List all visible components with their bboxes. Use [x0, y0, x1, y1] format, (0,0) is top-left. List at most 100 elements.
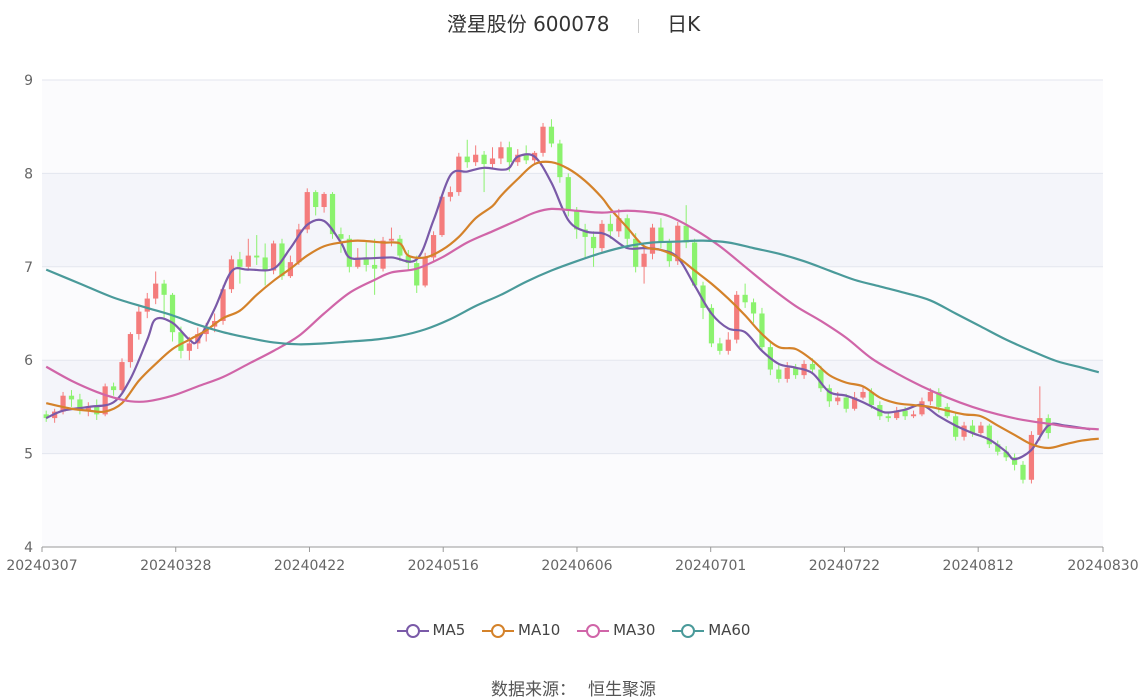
- x-tick-label: 20240516: [408, 558, 479, 574]
- candle-body: [430, 235, 437, 258]
- candle-body: [969, 425, 976, 434]
- candle-body: [826, 388, 832, 402]
- legend-marker-ma30: [577, 623, 610, 638]
- candle-body: [565, 177, 571, 211]
- candle-body: [85, 406, 91, 411]
- candle-body: [119, 362, 125, 391]
- plot-band: [42, 80, 1103, 174]
- y-tick-label: 6: [24, 353, 33, 369]
- legend-item-ma5[interactable]: MA5: [396, 621, 465, 639]
- y-tick-label: 8: [24, 166, 33, 182]
- candle-body: [245, 255, 251, 267]
- candle-body: [43, 414, 49, 419]
- candle-body: [220, 289, 226, 321]
- candle-body: [818, 369, 824, 389]
- candle-body: [321, 193, 327, 208]
- candle-body: [414, 263, 420, 286]
- candle-body: [750, 302, 757, 314]
- candle-body: [68, 395, 75, 400]
- data-source: 数据来源： 恒生聚源: [0, 675, 1147, 700]
- candle-body: [557, 143, 563, 178]
- candle-body: [616, 218, 622, 232]
- x-tick-label: 20240812: [943, 558, 1014, 574]
- series-line-ma10: [45, 160, 1099, 450]
- candle-body: [169, 294, 176, 333]
- candle-body: [675, 225, 681, 262]
- candle-body: [868, 391, 875, 406]
- candle-body: [717, 343, 723, 351]
- x-tick-label: 20240307: [6, 558, 77, 574]
- candle-body: [464, 156, 470, 163]
- y-tick-label: 4: [24, 540, 33, 556]
- candle-body: [313, 192, 319, 208]
- candle-body: [742, 294, 748, 303]
- candle-body: [1011, 457, 1018, 465]
- candle-body: [195, 334, 201, 344]
- candle-body: [237, 259, 243, 267]
- series-line-ma60: [45, 239, 1100, 374]
- candle-body: [144, 298, 150, 312]
- x-tick-label: 20240722: [809, 558, 880, 574]
- candle-body: [178, 332, 184, 351]
- plot-band: [42, 453, 1103, 547]
- candle-body: [372, 264, 378, 269]
- legend-item-ma10[interactable]: MA10: [482, 621, 560, 639]
- candle-body: [708, 307, 715, 344]
- candle-body: [473, 154, 479, 163]
- legend[interactable]: MA5 MA10 MA30 MA60: [0, 621, 1147, 639]
- candle-body: [388, 238, 395, 241]
- candle-body: [860, 391, 866, 398]
- legend-item-ma30[interactable]: MA30: [577, 621, 655, 639]
- candle-body: [304, 192, 310, 230]
- candle-body: [405, 255, 411, 264]
- candle-body: [363, 257, 369, 265]
- candle-body: [995, 444, 1001, 452]
- candle-body: [102, 386, 108, 415]
- legend-item-ma60[interactable]: MA60: [672, 621, 750, 639]
- candle-body: [380, 240, 386, 269]
- title-divider: [637, 18, 639, 33]
- legend-marker-ma5: [396, 623, 429, 638]
- candle-body: [843, 397, 849, 409]
- candle-body: [649, 227, 656, 254]
- candle-body: [397, 238, 403, 256]
- plot-band: [42, 360, 1103, 454]
- candle-body: [422, 257, 428, 286]
- candle-body: [355, 257, 361, 267]
- candle-body: [481, 154, 487, 165]
- candle-body: [759, 313, 765, 348]
- candle-body: [658, 227, 664, 243]
- candle-body: [776, 369, 782, 379]
- candle-body: [1020, 464, 1026, 480]
- candle-body: [590, 236, 597, 249]
- source-provider: 恒生聚源: [588, 680, 656, 700]
- candle-body: [986, 425, 992, 445]
- candle-body: [902, 410, 908, 417]
- legend-marker-ma60: [672, 623, 705, 638]
- candle-body: [809, 363, 816, 370]
- chart-title: 澄星股份 600078 日K: [0, 8, 1147, 37]
- candle-body: [153, 283, 159, 299]
- candle-body: [540, 126, 546, 153]
- candle-body: [910, 414, 917, 417]
- candle-body: [506, 147, 512, 163]
- candle-body: [835, 397, 841, 402]
- candle-body: [582, 229, 588, 237]
- candle-body: [447, 192, 454, 197]
- candle-body: [1028, 434, 1035, 480]
- stock-name: 澄星股份: [446, 12, 527, 36]
- candle-body: [515, 154, 521, 163]
- y-tick-label: 9: [24, 73, 33, 89]
- candle-body: [851, 397, 858, 409]
- x-tick-label: 20240830: [1067, 558, 1138, 574]
- candle-body: [734, 294, 740, 340]
- candle-body: [523, 154, 529, 161]
- plot-band: [42, 266, 1103, 361]
- stock-code: 600078: [533, 12, 610, 36]
- candle-body: [607, 223, 614, 232]
- candle-body: [254, 255, 260, 258]
- candle-body: [548, 126, 555, 144]
- legend-label-ma10: MA10: [518, 621, 561, 639]
- candle-body: [296, 229, 302, 263]
- candle-body: [1037, 418, 1043, 435]
